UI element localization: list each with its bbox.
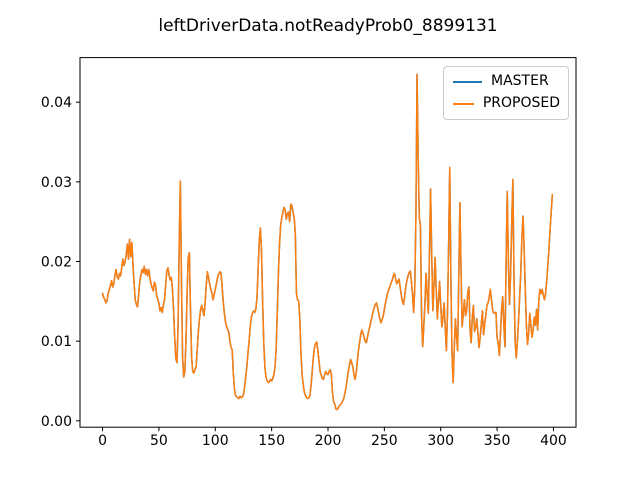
series-line-proposed — [101, 73, 554, 411]
x-tick-label: 100 — [202, 433, 229, 449]
series-line-master — [101, 73, 554, 411]
y-tick-label: 0.03 — [41, 175, 72, 191]
legend-label-master: MASTER — [491, 73, 549, 89]
y-tick-label: 0.01 — [41, 334, 72, 350]
legend-entry-master: MASTER — [453, 73, 560, 89]
x-tick-label: 50 — [150, 433, 168, 449]
x-tick-label: 0 — [98, 433, 107, 449]
x-tick-label: 150 — [258, 433, 285, 449]
legend-label-proposed: PROPOSED — [482, 95, 560, 112]
chart-title: leftDriverData.notReadyProb0_8899131 — [158, 16, 498, 36]
legend-entry-proposed: PROPOSED — [453, 95, 560, 112]
x-tick-label: 350 — [484, 433, 511, 449]
legend: MASTER PROPOSED — [443, 66, 569, 120]
x-tick-label: 250 — [371, 433, 398, 449]
x-tick-label: 300 — [427, 433, 454, 449]
y-tick-label: 0.04 — [41, 95, 72, 111]
master-line-swatch — [453, 80, 482, 83]
proposed-line-swatch — [453, 103, 474, 106]
x-tick-label: 400 — [540, 433, 567, 449]
y-tick-label: 0.00 — [41, 414, 72, 430]
y-tick-label: 0.02 — [41, 255, 72, 271]
x-tick-label: 200 — [315, 433, 342, 449]
